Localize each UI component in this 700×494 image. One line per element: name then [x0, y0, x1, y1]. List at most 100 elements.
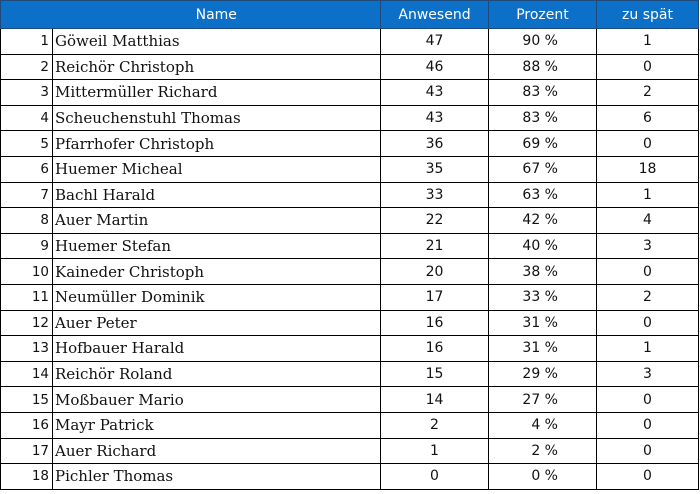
row-zu-spaet-cell[interactable]: 0: [596, 130, 699, 157]
row-index-cell[interactable]: 17: [0, 437, 53, 465]
row-name-cell[interactable]: Huemer Stefan: [52, 232, 381, 260]
row-name-cell[interactable]: Auer Richard: [52, 437, 381, 465]
row-anwesend-cell[interactable]: 14: [380, 386, 489, 413]
row-index-cell[interactable]: 3: [0, 79, 53, 106]
row-anwesend-cell[interactable]: 43: [380, 79, 489, 106]
row-anwesend-cell[interactable]: 22: [380, 207, 489, 234]
row-index-cell[interactable]: 2: [0, 53, 53, 81]
row-name-cell[interactable]: Pfarrhofer Christoph: [52, 130, 381, 157]
row-zu-spaet-cell[interactable]: 18: [596, 155, 699, 183]
row-name-cell[interactable]: Reichör Christoph: [52, 53, 381, 81]
row-prozent-cell[interactable]: 0 %: [488, 463, 597, 490]
header-name-cell[interactable]: Name: [52, 0, 381, 29]
row-prozent-cell[interactable]: 83 %: [488, 79, 597, 106]
row-prozent-cell[interactable]: 83 %: [488, 104, 597, 132]
row-index-cell[interactable]: 5: [0, 130, 53, 157]
row-prozent-cell[interactable]: 63 %: [488, 181, 597, 209]
row-anwesend-cell[interactable]: 46: [380, 53, 489, 81]
row-prozent-cell[interactable]: 29 %: [488, 360, 597, 388]
row-anwesend-cell[interactable]: 21: [380, 232, 489, 260]
row-anwesend-cell[interactable]: 36: [380, 130, 489, 157]
row-index-cell[interactable]: 8: [0, 207, 53, 234]
row-zu-spaet-cell[interactable]: 4: [596, 207, 699, 234]
row-index-cell[interactable]: 1: [0, 28, 53, 55]
row-name-cell[interactable]: Scheuchenstuhl Thomas: [52, 104, 381, 132]
row-prozent-cell[interactable]: 90 %: [488, 28, 597, 55]
row-prozent-cell[interactable]: 69 %: [488, 130, 597, 157]
row-zu-spaet-cell[interactable]: 0: [596, 258, 699, 285]
row-name-cell[interactable]: Kaineder Christoph: [52, 258, 381, 285]
row-prozent-cell[interactable]: 67 %: [488, 155, 597, 183]
row-name-cell[interactable]: Auer Peter: [52, 309, 381, 337]
row-index-cell[interactable]: 7: [0, 181, 53, 209]
row-name-cell[interactable]: Hofbauer Harald: [52, 335, 381, 362]
row-index-cell[interactable]: 12: [0, 309, 53, 337]
row-zu-spaet-cell[interactable]: 3: [596, 360, 699, 388]
row-zu-spaet-cell[interactable]: 2: [596, 79, 699, 106]
row-index-cell[interactable]: 9: [0, 232, 53, 260]
table-row: 3 Mittermüller Richard 43 83 % 2: [0, 79, 699, 106]
row-zu-spaet-cell[interactable]: 0: [596, 53, 699, 81]
row-name-cell[interactable]: Moßbauer Mario: [52, 386, 381, 413]
table-row: 2 Reichör Christoph 46 88 % 0: [0, 53, 699, 81]
row-index-cell[interactable]: 16: [0, 411, 53, 439]
row-name-cell[interactable]: Neumüller Dominik: [52, 283, 381, 311]
row-anwesend-cell[interactable]: 43: [380, 104, 489, 132]
row-name-cell[interactable]: Pichler Thomas: [52, 463, 381, 490]
row-prozent-cell[interactable]: 4 %: [488, 411, 597, 439]
header-prozent-cell[interactable]: Prozent: [488, 0, 597, 29]
row-zu-spaet-cell[interactable]: 3: [596, 232, 699, 260]
table-row: 17 Auer Richard 1 2 % 0: [0, 437, 699, 465]
row-prozent-cell[interactable]: 27 %: [488, 386, 597, 413]
row-zu-spaet-cell[interactable]: 0: [596, 309, 699, 337]
row-anwesend-cell[interactable]: 15: [380, 360, 489, 388]
row-anwesend-cell[interactable]: 16: [380, 309, 489, 337]
row-zu-spaet-cell[interactable]: 0: [596, 386, 699, 413]
row-prozent-cell[interactable]: 33 %: [488, 283, 597, 311]
row-index-cell[interactable]: 6: [0, 155, 53, 183]
row-name-cell[interactable]: Huemer Micheal: [52, 155, 381, 183]
row-prozent-cell[interactable]: 31 %: [488, 335, 597, 362]
row-index-cell[interactable]: 11: [0, 283, 53, 311]
row-zu-spaet-cell[interactable]: 1: [596, 181, 699, 209]
row-zu-spaet-cell[interactable]: 0: [596, 437, 699, 465]
row-index-cell[interactable]: 14: [0, 360, 53, 388]
row-anwesend-cell[interactable]: 16: [380, 335, 489, 362]
row-anwesend-cell[interactable]: 2: [380, 411, 489, 439]
row-name-cell[interactable]: Göweil Matthias: [52, 28, 381, 55]
row-anwesend-cell[interactable]: 47: [380, 28, 489, 55]
row-anwesend-cell[interactable]: 20: [380, 258, 489, 285]
row-prozent-cell[interactable]: 31 %: [488, 309, 597, 337]
row-zu-spaet-cell[interactable]: 2: [596, 283, 699, 311]
row-name-cell[interactable]: Reichör Roland: [52, 360, 381, 388]
row-anwesend-cell[interactable]: 33: [380, 181, 489, 209]
row-zu-spaet-cell[interactable]: 0: [596, 463, 699, 490]
header-index-cell[interactable]: [0, 0, 53, 29]
row-index-cell[interactable]: 13: [0, 335, 53, 362]
header-zu-spaet-cell[interactable]: zu spät: [596, 0, 699, 29]
row-zu-spaet-cell[interactable]: 1: [596, 28, 699, 55]
row-anwesend-cell[interactable]: 17: [380, 283, 489, 311]
row-index-cell[interactable]: 18: [0, 463, 53, 490]
row-index-cell[interactable]: 10: [0, 258, 53, 285]
row-name-cell[interactable]: Auer Martin: [52, 207, 381, 234]
row-index-cell[interactable]: 15: [0, 386, 53, 413]
header-anwesend-cell[interactable]: Anwesend: [380, 0, 489, 29]
row-name-cell[interactable]: Mayr Patrick: [52, 411, 381, 439]
row-name-cell[interactable]: Bachl Harald: [52, 181, 381, 209]
row-prozent-cell[interactable]: 42 %: [488, 207, 597, 234]
row-zu-spaet-cell[interactable]: 1: [596, 335, 699, 362]
row-anwesend-cell[interactable]: 1: [380, 437, 489, 465]
row-prozent-cell[interactable]: 40 %: [488, 232, 597, 260]
row-zu-spaet-cell[interactable]: 6: [596, 104, 699, 132]
row-anwesend-cell[interactable]: 35: [380, 155, 489, 183]
row-prozent-cell[interactable]: 38 %: [488, 258, 597, 285]
row-index-cell[interactable]: 4: [0, 104, 53, 132]
row-anwesend-cell[interactable]: 0: [380, 463, 489, 490]
row-name-cell[interactable]: Mittermüller Richard: [52, 79, 381, 106]
row-zu-spaet-cell[interactable]: 0: [596, 411, 699, 439]
row-prozent-cell[interactable]: 2 %: [488, 437, 597, 465]
row-prozent-cell[interactable]: 88 %: [488, 53, 597, 81]
table-row: 4 Scheuchenstuhl Thomas 43 83 % 6: [0, 104, 699, 132]
